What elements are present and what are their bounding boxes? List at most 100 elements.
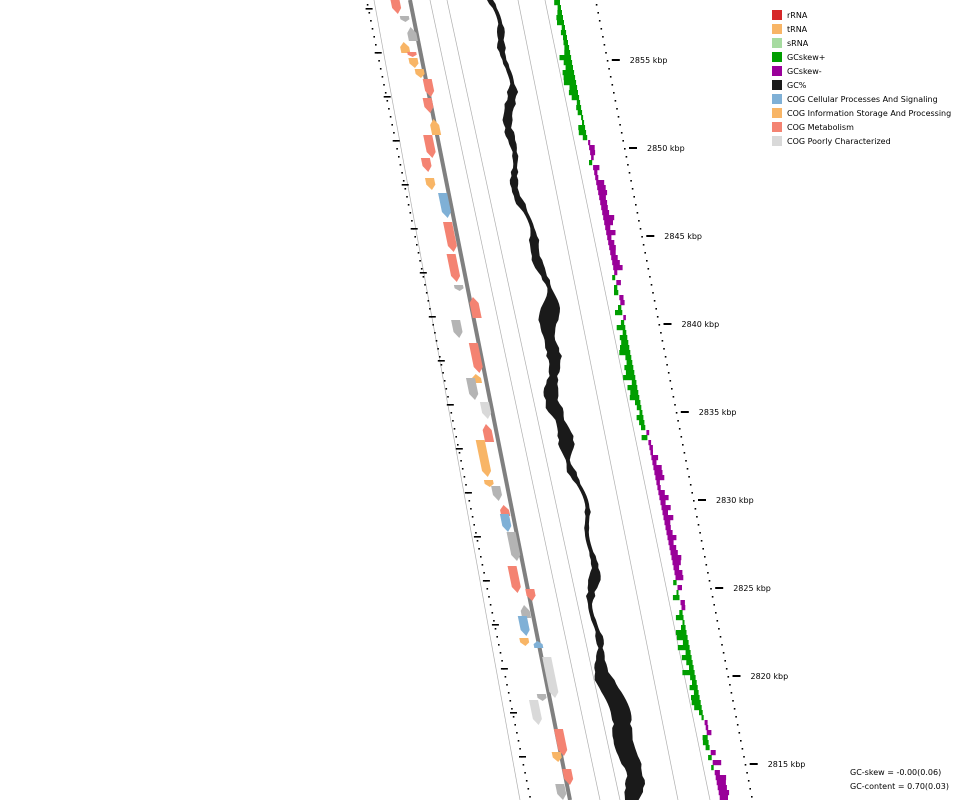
scale-dot [674, 404, 676, 406]
gene-arrow [491, 486, 502, 501]
scale-dot [724, 660, 726, 662]
gc-skew-negative [623, 315, 626, 321]
gc-skew-negative [671, 555, 682, 561]
scale-dot [751, 796, 753, 798]
gene-arrow [451, 320, 463, 338]
ring-line [544, 0, 711, 800]
gc-skew-positive [625, 355, 632, 361]
gene-arrow [553, 729, 568, 756]
gene-arrow [551, 752, 562, 762]
legend-item: sRNA [772, 36, 951, 50]
gc-skew-positive [582, 120, 585, 126]
scale-dot [616, 108, 618, 110]
gc-skew-positive [578, 125, 586, 131]
legend-item: GC% [772, 78, 951, 92]
gc-skew-negative [612, 260, 620, 266]
scale-label: 2830 kbp [716, 496, 754, 505]
scale-tick [455, 448, 463, 450]
gene-arrow [542, 657, 559, 698]
gc-skew-negative [648, 440, 652, 446]
scale-tick [383, 96, 391, 98]
scale-dot [656, 316, 659, 318]
scale-dot [699, 532, 701, 534]
scale-dot [677, 420, 679, 422]
legend-label: COG Poorly Characterized [787, 136, 891, 146]
scale-dot [655, 308, 657, 310]
gc-skew-negative [716, 780, 726, 786]
legend-item: rRNA [772, 8, 951, 22]
gc-skew-positive [571, 95, 580, 101]
scale-dot [501, 660, 503, 662]
scale-dot [749, 788, 751, 790]
gc-skew-negative [593, 165, 600, 171]
gc-skew-positive [562, 70, 575, 76]
scale-tick [401, 184, 409, 186]
gc-skew-negative [610, 250, 616, 256]
scale-dot [686, 468, 689, 470]
gc-skew-negative [655, 475, 665, 481]
gc-skew-positive [639, 420, 645, 426]
scale-dot [509, 700, 512, 702]
gc-skew-positive [621, 340, 629, 346]
scale-label: 2850 kbp [647, 144, 685, 153]
scale-dot [378, 60, 380, 62]
gc-skew-negative [718, 790, 730, 796]
scale-dot [486, 588, 489, 590]
gc-skew-positive [692, 680, 697, 686]
scale-dot [512, 716, 515, 718]
scale-dot [644, 252, 646, 254]
scale-dot [504, 676, 507, 678]
gene-arrow [414, 69, 425, 78]
gene-arrow [407, 52, 417, 57]
scale-dot [633, 196, 635, 198]
scale-dot [496, 636, 498, 638]
scale-dot [437, 348, 439, 350]
gc-skew-negative [604, 220, 613, 226]
scale-dot [705, 564, 708, 566]
gc-skew-positive [576, 100, 581, 106]
gc-skew-positive [623, 375, 636, 381]
gc-skew-positive [615, 310, 623, 316]
scale-major-tick [749, 763, 758, 765]
legend-swatch [772, 94, 782, 104]
legend-item: GCskew- [772, 64, 951, 78]
gc-skew-positive [639, 410, 643, 416]
scale-dot [736, 724, 739, 726]
scale-dot [682, 444, 684, 446]
scale-dot [384, 92, 387, 94]
scale-dot [424, 284, 426, 286]
gc-skew-negative [591, 155, 594, 161]
scale-tick [365, 8, 373, 10]
gene-track [390, 0, 574, 800]
gene-arrow [519, 638, 530, 646]
scale-label: 2835 kbp [699, 408, 737, 417]
gene-arrow [500, 505, 511, 516]
gene-arrow [438, 193, 451, 218]
gc-skew-positive [681, 625, 686, 631]
gc-skew-negative [680, 600, 685, 606]
legend-label: GC% [787, 80, 807, 90]
gc-skew-positive [619, 335, 628, 341]
scale-dot [517, 740, 520, 742]
gc-skew-positive [690, 675, 696, 681]
gene-arrow [408, 58, 419, 68]
scale-dot [691, 492, 693, 494]
position-scale: 2855 kbp 2850 kbp 2845 kbp 2840 kbp 2835 kbp… [365, 4, 805, 798]
scale-dot [730, 692, 733, 694]
gc-content-track [487, 0, 645, 800]
scale-dot [393, 132, 395, 134]
scale-label: 2820 kbp [751, 672, 789, 681]
scale-dot [525, 780, 528, 782]
gc-skew-positive [679, 610, 683, 616]
scale-dot [683, 452, 686, 454]
gc-skew-positive [563, 40, 568, 46]
scale-dot [733, 708, 736, 710]
gc-skew-negative [675, 575, 684, 581]
gc-skew-negative [607, 235, 612, 241]
gc-skew-positive [691, 695, 700, 701]
scale-dot [499, 652, 502, 654]
scale-dot [697, 524, 700, 526]
ring-line [446, 0, 621, 800]
scale-dot [741, 748, 744, 750]
scale-dot [598, 20, 601, 22]
